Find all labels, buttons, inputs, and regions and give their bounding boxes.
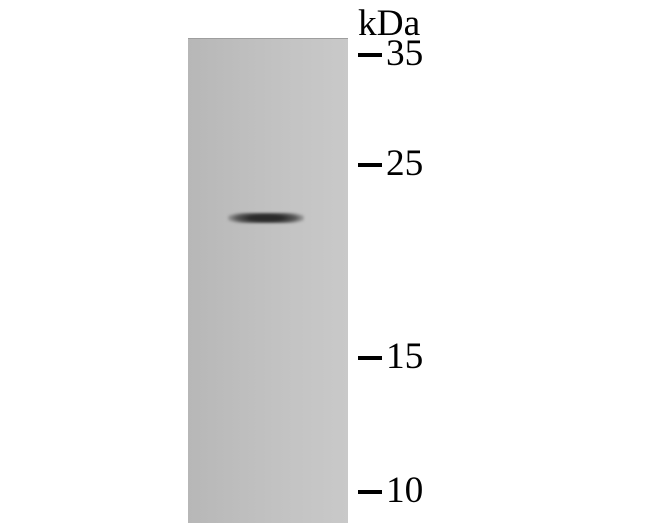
protein-band: [228, 213, 304, 223]
marker-tick: [358, 53, 382, 57]
marker-label: 10: [386, 469, 423, 512]
marker-tick: [358, 356, 382, 360]
blot-lane: [188, 38, 348, 523]
marker-tick: [358, 490, 382, 494]
marker-label: 25: [386, 142, 423, 185]
figure-container: kDa 35251510: [0, 0, 650, 530]
marker-label: 35: [386, 32, 423, 75]
marker-label: 15: [386, 335, 423, 378]
marker-tick: [358, 163, 382, 167]
